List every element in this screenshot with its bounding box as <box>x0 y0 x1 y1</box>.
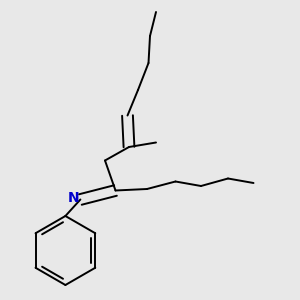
Text: N: N <box>68 191 80 205</box>
